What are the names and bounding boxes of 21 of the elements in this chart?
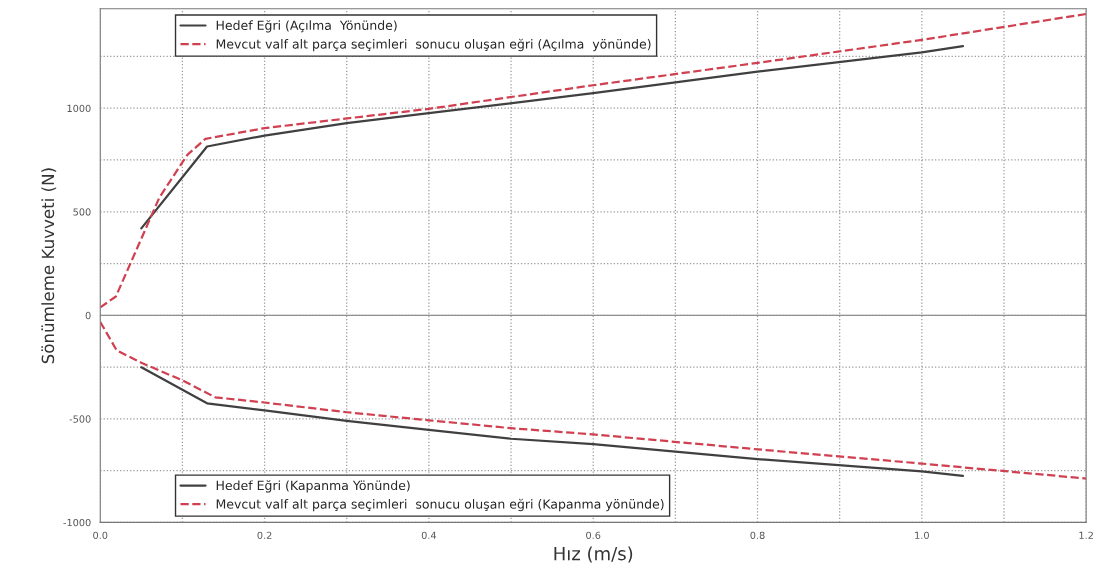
x-tick-label: 0.2	[257, 531, 272, 539]
x-tick-label: 0.0	[93, 531, 108, 539]
x-axis-title: Hız (m/s)	[554, 546, 633, 563]
y-tick-label: -1000	[63, 518, 91, 527]
legend-label: Hedef Eğri (Açılma Yönünde)	[216, 20, 397, 33]
legend-label: Hedef Eğri (Kapanma Yönünde)	[216, 480, 410, 493]
line-series	[100, 12, 1087, 309]
y-tick-label: 1000	[67, 104, 91, 113]
y-axis-title: Sönümleme Kuvveti (N)	[41, 168, 57, 364]
x-tick-label: 0.6	[586, 531, 601, 539]
legend-label: Mevcut valf alt parça seçimleri sonucu oluşan eğri (Kapanma yönünde)	[216, 498, 664, 512]
x-tick-label: 1.2	[1079, 531, 1093, 539]
x-tick-label: 1.0	[915, 531, 929, 539]
y-tick-label: -500	[69, 415, 91, 423]
y-tick-label: 500	[73, 208, 91, 216]
legend-label: Mevcut valf alt parça seçimleri sonucu oluşan eğri (Açılma yönünde)	[216, 38, 651, 52]
line-series	[140, 366, 965, 477]
x-tick-label: 0.8	[750, 531, 765, 539]
line-series	[100, 320, 1087, 480]
y-tick-label: 0	[85, 311, 91, 320]
x-tick-label: 0.4	[421, 531, 437, 539]
